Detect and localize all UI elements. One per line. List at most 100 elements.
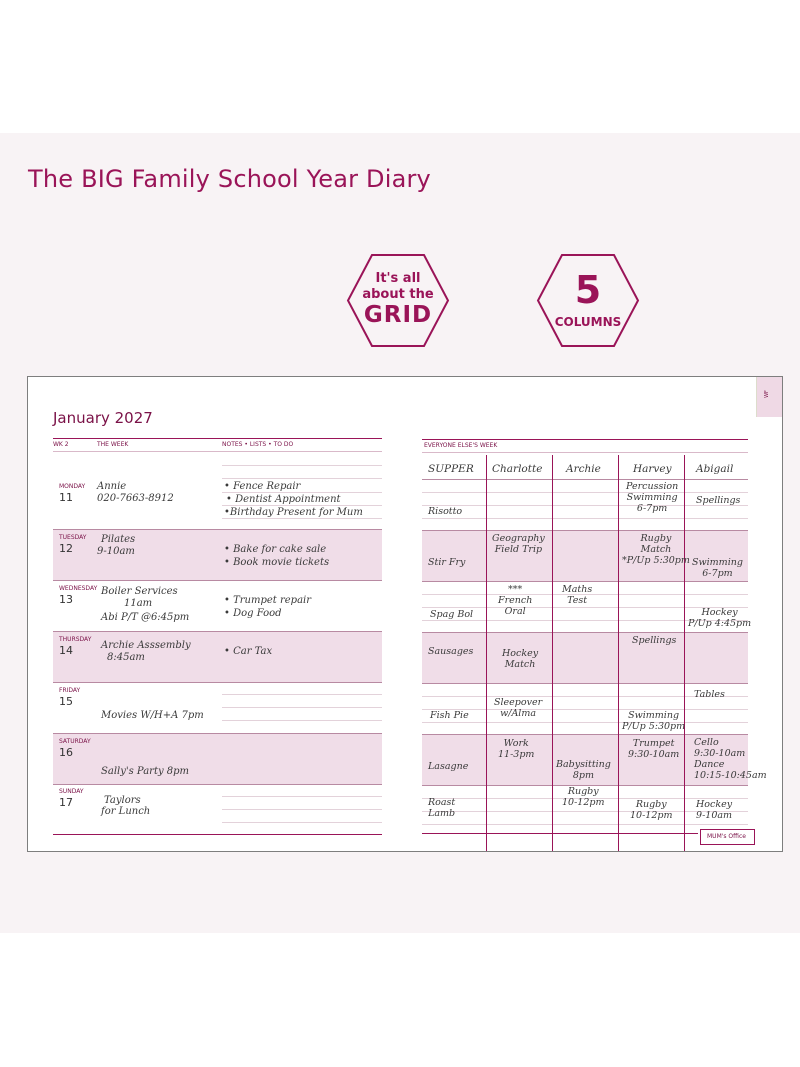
family-grid: EVERYONE ELSE'S WEEK SUPPE	[422, 439, 767, 851]
archie-cell: Maths Test	[562, 584, 592, 606]
day-name: WEDNESDAY	[59, 585, 98, 592]
day-entry: 8:45am	[107, 652, 145, 663]
cell-line: 10-12pm	[562, 797, 605, 808]
day-name: THURSDAY	[59, 636, 92, 643]
cell-line: P/Up 4:45pm	[688, 618, 752, 629]
header-rule	[53, 438, 382, 439]
note-line	[222, 694, 382, 695]
grid-row-divider	[422, 581, 748, 582]
abigail-cell: Cello 9:30-10am Dance 10:15-10:45am	[694, 737, 767, 781]
note-line	[222, 796, 382, 797]
cell-line: *P/Up 5:30pm	[622, 555, 690, 566]
day-entry: 020-7663-8912	[97, 493, 174, 504]
day-entry: Abi P/T @6:45pm	[101, 612, 190, 623]
day-number: 12	[59, 542, 73, 555]
column-header-harvey: Harvey	[633, 463, 672, 475]
day-divider	[53, 733, 382, 734]
note-line	[222, 720, 382, 721]
cell-line: Hockey	[696, 799, 733, 810]
note-item: •Birthday Present for Mum	[224, 507, 363, 518]
grid-row-divider	[422, 683, 748, 684]
page-title: The BIG Family School Year Diary	[28, 165, 431, 193]
grid-row-shade	[422, 530, 748, 581]
charlotte-cell: Hockey Match	[502, 648, 538, 670]
day-divider	[53, 631, 382, 632]
grid-rule	[422, 722, 748, 723]
grid-sub-rule	[422, 452, 748, 453]
day-entry: Taylors	[104, 795, 141, 806]
badge-line-1: It's all	[375, 271, 421, 286]
tab-label: WF	[763, 390, 770, 398]
harvey-cell: Swimming P/Up 5:30pm	[622, 710, 685, 732]
cell-line: 10-12pm	[630, 810, 673, 821]
abigail-cell: Hockey P/Up 4:45pm	[688, 607, 751, 629]
note-item: • Book movie tickets	[224, 557, 330, 568]
day-entry: 9-10am	[97, 546, 135, 557]
cell-line: P/Up 5:30pm	[622, 721, 686, 732]
cell-line: 9-10am	[696, 810, 733, 821]
notes-header: NOTES • LISTS • TO DO	[222, 441, 294, 448]
hexagon-icon	[346, 254, 450, 347]
footer-rule	[53, 834, 382, 835]
grid-badge: It's all about the GRID	[346, 253, 450, 348]
cell-line: Babysitting	[556, 759, 611, 770]
abigail-cell: Spellings	[696, 495, 741, 506]
day-entry: Annie	[97, 481, 127, 492]
columns-label: COLUMNS	[554, 315, 622, 329]
day-thursday	[53, 632, 382, 682]
grid-rule	[422, 709, 748, 710]
charlotte-cell: *** French Oral	[498, 584, 532, 617]
grid-rule	[422, 811, 748, 812]
note-line	[222, 518, 382, 519]
note-line	[222, 492, 382, 493]
cell-line: 9:30-10am	[628, 749, 680, 760]
cell-line: Rugby	[567, 786, 599, 797]
cell-line: 6-7pm	[636, 503, 668, 514]
columns-number: 5	[574, 268, 602, 312]
archie-cell: Babysitting 8pm	[556, 759, 611, 781]
grid-rule	[422, 505, 748, 506]
cell-line: Swimming	[628, 710, 680, 721]
everyone-header: EVERYONE ELSE'S WEEK	[424, 442, 498, 449]
cell-line: Rugby	[640, 533, 672, 544]
day-divider	[53, 682, 382, 683]
note-item: • Trumpet repair	[224, 595, 312, 606]
day-entry: for Lunch	[101, 806, 151, 817]
column-header-charlotte: Charlotte	[492, 463, 543, 475]
note-line	[222, 505, 382, 506]
cell-line: Maths	[562, 584, 593, 595]
day-number: 11	[59, 491, 73, 504]
grid-top-rule	[422, 439, 748, 440]
day-entry: 11am	[124, 598, 153, 609]
day-number: 14	[59, 644, 73, 657]
month-tab: WF	[756, 377, 782, 417]
day-number: 16	[59, 746, 73, 759]
cell-line: Test	[567, 595, 588, 606]
charlotte-cell: Geography Field Trip	[492, 533, 545, 555]
harvey-cell: Rugby 10-12pm	[630, 799, 672, 821]
harvey-cell: Trumpet 9:30-10am	[628, 738, 679, 760]
day-name: TUESDAY	[59, 534, 87, 541]
cell-line: 6-7pm	[702, 568, 733, 579]
day-entry: Movies W/H+A 7pm	[101, 710, 204, 721]
abigail-cell: Tables	[694, 689, 725, 700]
cell-line: French	[498, 595, 533, 606]
badge-line-3: GRID	[363, 302, 433, 328]
week-number: WK 2	[53, 441, 69, 448]
cell-line: 11-3pm	[498, 749, 535, 760]
cell-line: Sleepover	[494, 697, 543, 708]
columns-badge: 5 COLUMNS	[536, 253, 640, 348]
supper-cell: Roast Lamb	[428, 797, 455, 819]
cell-line: Roast	[428, 797, 456, 808]
grid-rule	[422, 594, 748, 595]
day-entry: Boiler Services	[101, 586, 178, 597]
supper-cell: Spag Bol	[430, 609, 474, 620]
hexagon-icon	[536, 254, 640, 347]
day-name: SUNDAY	[59, 788, 84, 795]
day-name: FRIDAY	[59, 687, 81, 694]
note-item: • Bake for cake sale	[224, 544, 327, 555]
grid-rule	[422, 696, 748, 697]
header-subrule	[53, 451, 382, 452]
grid-row-divider	[422, 734, 748, 735]
column-header-abigail: Abigail	[696, 463, 734, 475]
